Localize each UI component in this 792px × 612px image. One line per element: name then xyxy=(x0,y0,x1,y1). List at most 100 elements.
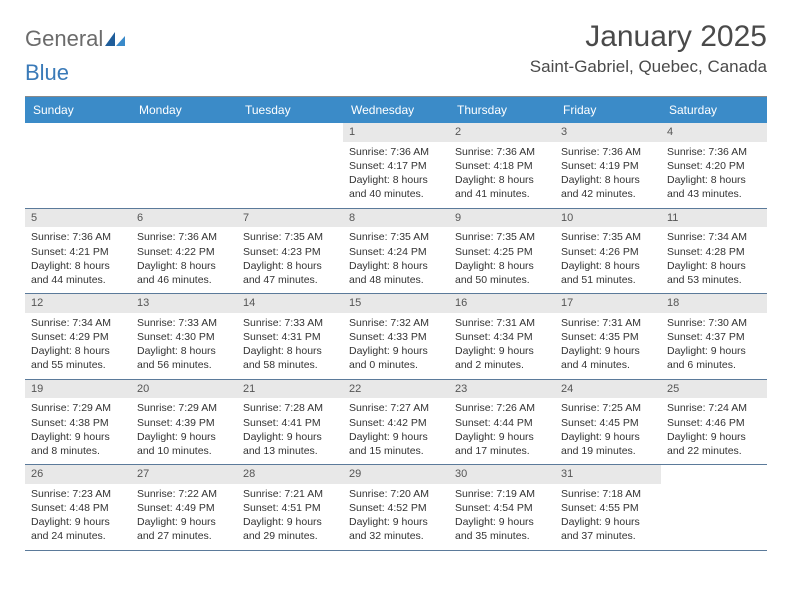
dow-saturday: Saturday xyxy=(661,97,767,123)
day-cell: 29Sunrise: 7:20 AM Sunset: 4:52 PM Dayli… xyxy=(343,465,449,550)
day-number: 16 xyxy=(449,294,555,313)
calendar-page: General Blue January 2025 Saint-Gabriel,… xyxy=(0,0,792,566)
calendar-grid: Sunday Monday Tuesday Wednesday Thursday… xyxy=(25,96,767,551)
day-details: Sunrise: 7:27 AM Sunset: 4:42 PM Dayligh… xyxy=(349,401,443,458)
week-row: 26Sunrise: 7:23 AM Sunset: 4:48 PM Dayli… xyxy=(25,465,767,551)
day-cell: 6Sunrise: 7:36 AM Sunset: 4:22 PM Daylig… xyxy=(131,209,237,294)
day-details: Sunrise: 7:28 AM Sunset: 4:41 PM Dayligh… xyxy=(243,401,337,458)
day-number: 25 xyxy=(661,380,767,399)
week-row: 19 Sunrise: 7:29 AM Sunset: 4:38 PM Dayli… xyxy=(25,380,767,466)
day-number: 7 xyxy=(237,209,343,228)
location-subtitle: Saint-Gabriel, Quebec, Canada xyxy=(530,57,767,77)
day-number: 28 xyxy=(237,465,343,484)
day-details: Sunrise: 7:35 AM Sunset: 4:23 PM Dayligh… xyxy=(243,230,337,287)
day-cell: 23 Sunrise: 7:26 AM Sunset: 4:44 PM Dayli… xyxy=(449,380,555,465)
day-number: 23 xyxy=(449,380,555,399)
day-number: 22 xyxy=(343,380,449,399)
day-details: Sunrise: 7:34 AM Sunset: 4:28 PM Dayligh… xyxy=(667,230,761,287)
day-cell: 10 Sunrise: 7:35 AM Sunset: 4:26 PM Dayli… xyxy=(555,209,661,294)
day-cell: 9 Sunrise: 7:35 AM Sunset: 4:25 PM Daylig… xyxy=(449,209,555,294)
day-number: 2 xyxy=(449,123,555,142)
day-number: 13 xyxy=(131,294,237,313)
logo-text-general: General xyxy=(25,26,103,51)
day-cell: 20 Sunrise: 7:29 AM Sunset: 4:39 PM Dayli… xyxy=(131,380,237,465)
day-cell: 15Sunrise: 7:32 AM Sunset: 4:33 PM Dayli… xyxy=(343,294,449,379)
day-details: Sunrise: 7:29 AM Sunset: 4:38 PM Dayligh… xyxy=(31,401,125,458)
day-cell: 27 Sunrise: 7:22 AM Sunset: 4:49 PM Dayli… xyxy=(131,465,237,550)
week-row: 12 Sunrise: 7:34 AM Sunset: 4:29 PM Dayli… xyxy=(25,294,767,380)
logo-text-blue: Blue xyxy=(25,60,69,85)
week-row: 1 Sunrise: 7:36 AM Sunset: 4:17 PM Daylig… xyxy=(25,123,767,209)
day-cell: 5Sunrise: 7:36 AM Sunset: 4:21 PM Daylig… xyxy=(25,209,131,294)
day-number: 30 xyxy=(449,465,555,484)
day-cell: 17Sunrise: 7:31 AM Sunset: 4:35 PM Dayli… xyxy=(555,294,661,379)
day-cell: 21 Sunrise: 7:28 AM Sunset: 4:41 PM Dayli… xyxy=(237,380,343,465)
day-details: Sunrise: 7:25 AM Sunset: 4:45 PM Dayligh… xyxy=(561,401,655,458)
day-details: Sunrise: 7:36 AM Sunset: 4:20 PM Dayligh… xyxy=(667,145,761,202)
day-details: Sunrise: 7:36 AM Sunset: 4:22 PM Dayligh… xyxy=(137,230,231,287)
day-cell: 30 Sunrise: 7:19 AM Sunset: 4:54 PM Dayli… xyxy=(449,465,555,550)
logo: General Blue xyxy=(25,20,125,86)
day-number: 1 xyxy=(343,123,449,142)
day-cell: 31 Sunrise: 7:18 AM Sunset: 4:55 PM Dayli… xyxy=(555,465,661,550)
day-cell: 13Sunrise: 7:33 AM Sunset: 4:30 PM Dayli… xyxy=(131,294,237,379)
day-details: Sunrise: 7:33 AM Sunset: 4:31 PM Dayligh… xyxy=(243,316,337,373)
day-details: Sunrise: 7:35 AM Sunset: 4:24 PM Dayligh… xyxy=(349,230,443,287)
day-cell xyxy=(131,123,237,208)
day-number: 20 xyxy=(131,380,237,399)
day-number: 14 xyxy=(237,294,343,313)
header-row: General Blue January 2025 Saint-Gabriel,… xyxy=(25,20,767,86)
day-number: 9 xyxy=(449,209,555,228)
day-number: 10 xyxy=(555,209,661,228)
day-cell: 8 Sunrise: 7:35 AM Sunset: 4:24 PM Daylig… xyxy=(343,209,449,294)
day-cell: 16 Sunrise: 7:31 AM Sunset: 4:34 PM Dayli… xyxy=(449,294,555,379)
day-details: Sunrise: 7:36 AM Sunset: 4:17 PM Dayligh… xyxy=(349,145,443,202)
day-number: 18 xyxy=(661,294,767,313)
day-details: Sunrise: 7:19 AM Sunset: 4:54 PM Dayligh… xyxy=(455,487,549,544)
day-details: Sunrise: 7:18 AM Sunset: 4:55 PM Dayligh… xyxy=(561,487,655,544)
day-details: Sunrise: 7:22 AM Sunset: 4:49 PM Dayligh… xyxy=(137,487,231,544)
day-number: 5 xyxy=(25,209,131,228)
day-number: 27 xyxy=(131,465,237,484)
day-cell: 7 Sunrise: 7:35 AM Sunset: 4:23 PM Daylig… xyxy=(237,209,343,294)
day-cell: 14 Sunrise: 7:33 AM Sunset: 4:31 PM Dayli… xyxy=(237,294,343,379)
day-cell xyxy=(237,123,343,208)
day-cell: 12 Sunrise: 7:34 AM Sunset: 4:29 PM Dayli… xyxy=(25,294,131,379)
day-number: 17 xyxy=(555,294,661,313)
dow-tuesday: Tuesday xyxy=(237,97,343,123)
day-cell: 26Sunrise: 7:23 AM Sunset: 4:48 PM Dayli… xyxy=(25,465,131,550)
day-details: Sunrise: 7:35 AM Sunset: 4:25 PM Dayligh… xyxy=(455,230,549,287)
day-details: Sunrise: 7:31 AM Sunset: 4:34 PM Dayligh… xyxy=(455,316,549,373)
day-details: Sunrise: 7:24 AM Sunset: 4:46 PM Dayligh… xyxy=(667,401,761,458)
day-details: Sunrise: 7:29 AM Sunset: 4:39 PM Dayligh… xyxy=(137,401,231,458)
day-details: Sunrise: 7:34 AM Sunset: 4:29 PM Dayligh… xyxy=(31,316,125,373)
day-number: 31 xyxy=(555,465,661,484)
day-cell: 3Sunrise: 7:36 AM Sunset: 4:19 PM Daylig… xyxy=(555,123,661,208)
day-details: Sunrise: 7:35 AM Sunset: 4:26 PM Dayligh… xyxy=(561,230,655,287)
day-cell: 11Sunrise: 7:34 AM Sunset: 4:28 PM Dayli… xyxy=(661,209,767,294)
day-number: 8 xyxy=(343,209,449,228)
day-cell: 1 Sunrise: 7:36 AM Sunset: 4:17 PM Daylig… xyxy=(343,123,449,208)
day-number: 26 xyxy=(25,465,131,484)
day-details: Sunrise: 7:21 AM Sunset: 4:51 PM Dayligh… xyxy=(243,487,337,544)
day-details: Sunrise: 7:26 AM Sunset: 4:44 PM Dayligh… xyxy=(455,401,549,458)
day-number: 19 xyxy=(25,380,131,399)
dow-sunday: Sunday xyxy=(25,97,131,123)
day-cell: 18 Sunrise: 7:30 AM Sunset: 4:37 PM Dayli… xyxy=(661,294,767,379)
day-details: Sunrise: 7:30 AM Sunset: 4:37 PM Dayligh… xyxy=(667,316,761,373)
day-number: 4 xyxy=(661,123,767,142)
month-title: January 2025 xyxy=(530,20,767,53)
dow-thursday: Thursday xyxy=(449,97,555,123)
logo-sail-icon xyxy=(105,26,125,52)
day-cell xyxy=(25,123,131,208)
day-number: 3 xyxy=(555,123,661,142)
day-cell: 2Sunrise: 7:36 AM Sunset: 4:18 PM Daylig… xyxy=(449,123,555,208)
day-number: 21 xyxy=(237,380,343,399)
day-cell: 22 Sunrise: 7:27 AM Sunset: 4:42 PM Dayli… xyxy=(343,380,449,465)
dow-wednesday: Wednesday xyxy=(343,97,449,123)
day-cell: 4 Sunrise: 7:36 AM Sunset: 4:20 PM Daylig… xyxy=(661,123,767,208)
day-number: 12 xyxy=(25,294,131,313)
day-of-week-header: Sunday Monday Tuesday Wednesday Thursday… xyxy=(25,97,767,123)
title-block: January 2025 Saint-Gabriel, Quebec, Cana… xyxy=(530,20,767,77)
day-cell: 28 Sunrise: 7:21 AM Sunset: 4:51 PM Dayli… xyxy=(237,465,343,550)
